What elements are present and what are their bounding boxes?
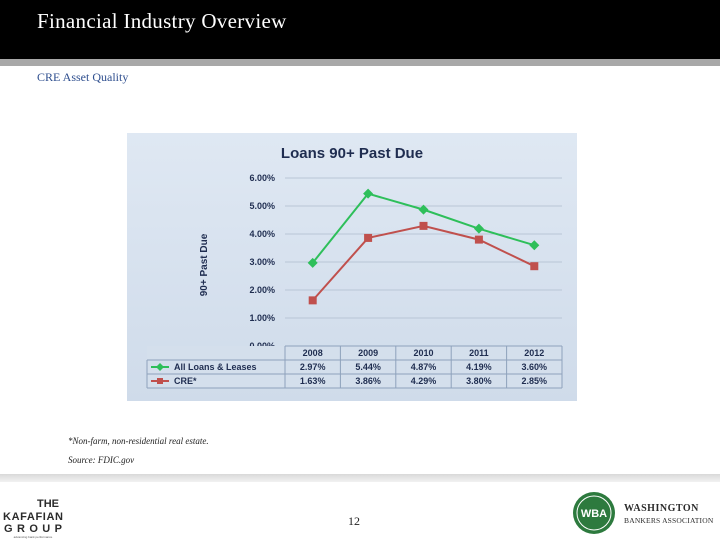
data-point xyxy=(364,233,373,242)
x-category-label: 2012 xyxy=(524,348,544,358)
chart-container: Loans 90+ Past Due 90+ Past Due 0.00%1.0… xyxy=(127,133,577,401)
kafafian-group-logo: THE KAFAFIAN GROUP advancing bank perfor… xyxy=(3,498,63,539)
y-tick-label: 3.00% xyxy=(249,257,275,267)
data-table-cell: 2.85% xyxy=(522,376,548,386)
data-table-background xyxy=(147,346,562,388)
loans-past-due-chart: Loans 90+ Past Due 90+ Past Due 0.00%1.0… xyxy=(127,133,577,401)
legend-label: All Loans & Leases xyxy=(174,362,257,372)
data-table-cell: 2.97% xyxy=(300,362,326,372)
data-point xyxy=(363,188,374,199)
y-tick-label: 1.00% xyxy=(249,313,275,323)
data-table-cell: 5.44% xyxy=(355,362,381,372)
svg-text:WBA: WBA xyxy=(581,508,607,520)
legend-swatch-marker xyxy=(157,378,163,384)
washington-bankers-association-logo: WBA WASHINGTON BANKERS ASSOCIATION xyxy=(573,492,714,534)
x-category-label: 2011 xyxy=(469,348,489,358)
svg-text:KAFAFIAN: KAFAFIAN xyxy=(3,511,63,523)
data-point xyxy=(473,223,484,234)
data-point xyxy=(529,240,540,251)
data-point xyxy=(530,262,539,271)
footnote: *Non-farm, non-residential real estate. xyxy=(68,436,209,446)
svg-text:THE: THE xyxy=(37,498,59,510)
chart-title: Loans 90+ Past Due xyxy=(281,145,423,162)
svg-text:GROUP: GROUP xyxy=(4,523,62,535)
data-table-cell: 3.86% xyxy=(355,376,381,386)
x-category-label: 2009 xyxy=(358,348,378,358)
source-note: Source: FDIC.gov xyxy=(68,455,135,465)
y-tick-label: 4.00% xyxy=(249,229,275,239)
data-point xyxy=(418,204,429,215)
page-number: 12 xyxy=(348,514,360,528)
data-table-cell: 3.60% xyxy=(522,362,548,372)
header-bar: Financial Industry Overview xyxy=(0,0,720,59)
footer-divider xyxy=(0,474,720,482)
section-subtitle: CRE Asset Quality xyxy=(37,70,129,84)
data-point xyxy=(474,235,483,244)
svg-text:advancing bank performance: advancing bank performance xyxy=(14,535,53,539)
y-tick-label: 6.00% xyxy=(249,173,275,183)
data-table-cell: 4.29% xyxy=(411,376,437,386)
data-table-cell: 1.63% xyxy=(300,376,326,386)
x-category-label: 2010 xyxy=(413,348,433,358)
data-point xyxy=(419,221,428,230)
x-category-label: 2008 xyxy=(303,348,323,358)
data-point xyxy=(308,296,317,305)
y-tick-label: 2.00% xyxy=(249,285,275,295)
data-table-cell: 4.19% xyxy=(466,362,492,372)
legend-swatch-marker xyxy=(156,363,164,371)
legend-label: CRE* xyxy=(174,376,197,386)
svg-text:WASHINGTON: WASHINGTON xyxy=(624,503,699,514)
data-table-cell: 3.80% xyxy=(466,376,492,386)
data-point xyxy=(307,257,318,268)
y-axis-label: 90+ Past Due xyxy=(199,233,210,296)
page-title: Financial Industry Overview xyxy=(37,9,287,33)
data-table-cell: 4.87% xyxy=(411,362,437,372)
header-divider xyxy=(0,59,720,66)
y-tick-label: 5.00% xyxy=(249,201,275,211)
svg-text:BANKERS ASSOCIATION: BANKERS ASSOCIATION xyxy=(624,516,714,525)
